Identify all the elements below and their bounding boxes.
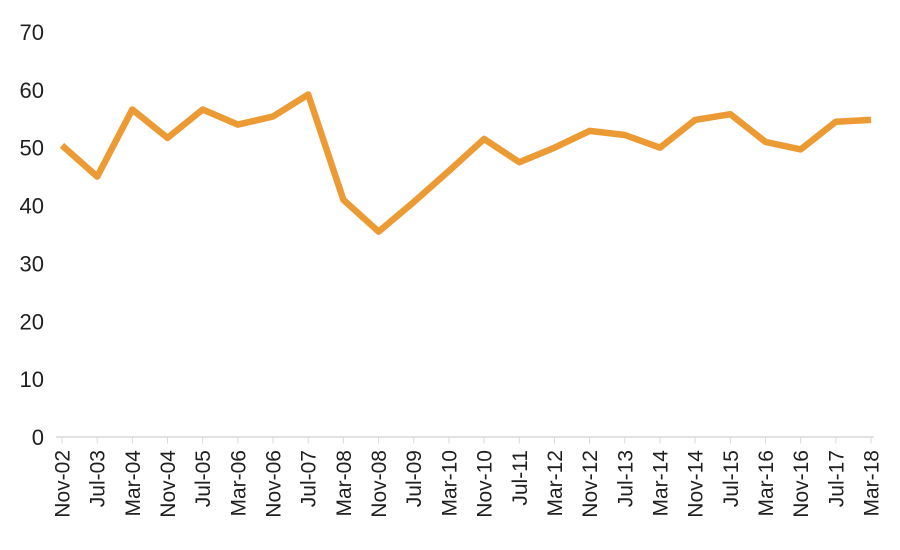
- y-axis-tick-label: 60: [20, 78, 44, 103]
- y-axis-tick-label: 50: [20, 136, 44, 161]
- x-axis-tick-label: Mar-04: [122, 450, 145, 517]
- x-axis-tick-label: Mar-14: [649, 450, 672, 517]
- x-axis-tick-label: Jul-15: [720, 450, 743, 507]
- x-axis-tick-label: Mar-06: [227, 450, 250, 517]
- x-axis: Nov-02 Jul-03 Mar-04 Nov-04 Jul-05 Mar-06 Nov-…: [52, 436, 884, 518]
- y-axis-tick-label: 40: [20, 194, 44, 219]
- x-axis-tick-label: Jul-09: [403, 450, 426, 507]
- x-axis-tick-label: Nov-16: [790, 450, 813, 518]
- y-axis-tick-label: 20: [20, 309, 44, 334]
- x-axis-tick-label: Mar-18: [861, 450, 884, 517]
- x-axis-tick-label: Mar-08: [333, 450, 356, 517]
- x-axis-tick-label: Nov-12: [579, 450, 602, 518]
- x-axis-tick-label: Mar-16: [755, 450, 778, 517]
- y-axis-tick-label: 10: [20, 367, 44, 392]
- x-axis-tick-label: Jul-11: [509, 450, 532, 506]
- x-axis-tick-label: Jul-03: [87, 450, 110, 507]
- x-axis-tick-label: Mar-10: [438, 450, 461, 517]
- x-axis-tick-label: Nov-04: [157, 450, 180, 518]
- y-axis-tick-label: 30: [20, 251, 44, 276]
- x-axis-tick-label: Nov-06: [263, 450, 286, 518]
- data-line: [59, 91, 872, 235]
- y-axis-tick-label: 70: [20, 20, 44, 45]
- y-axis-tick-label: 0: [32, 425, 44, 450]
- x-axis-tick-label: Nov-02: [52, 450, 75, 518]
- x-axis-tick-label: Jul-17: [825, 450, 848, 507]
- x-axis-tick-label: Nov-10: [474, 450, 497, 518]
- x-axis-tick-label: Jul-07: [298, 450, 321, 507]
- x-axis-tick-label: Nov-14: [685, 450, 708, 518]
- x-axis-tick-label: Mar-12: [544, 450, 567, 517]
- x-axis-tick-label: Jul-13: [614, 450, 637, 507]
- data-series: [59, 91, 872, 235]
- y-axis: 0 10 20 30 40 50 60 70: [20, 20, 44, 450]
- x-axis-tick-label: Jul-05: [192, 450, 215, 507]
- x-axis-tick-label: Nov-08: [368, 450, 391, 518]
